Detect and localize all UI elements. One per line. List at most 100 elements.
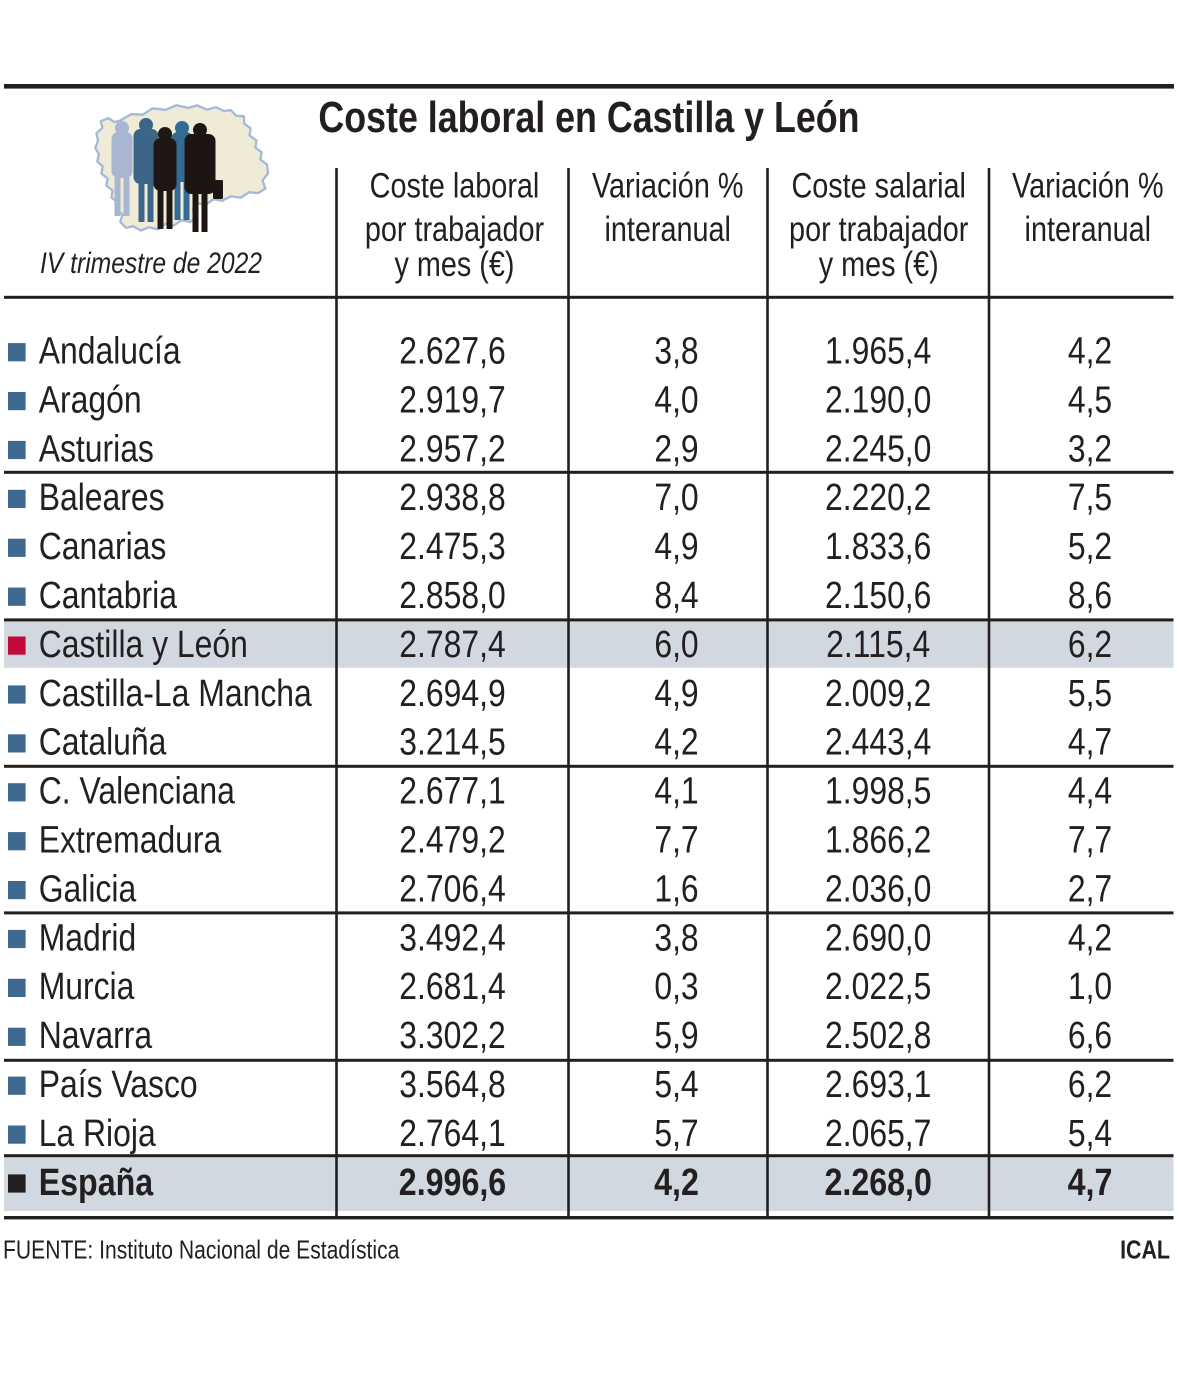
svg-text:Aragón: Aragón xyxy=(39,379,142,421)
svg-text:Coste laboral en Castilla y Le: Coste laboral en Castilla y León xyxy=(318,94,859,142)
svg-text:Variación %: Variación % xyxy=(592,167,744,206)
svg-text:4,9: 4,9 xyxy=(654,673,698,715)
svg-text:2.502,8: 2.502,8 xyxy=(825,1015,931,1057)
svg-text:2.009,2: 2.009,2 xyxy=(825,673,931,715)
svg-text:por trabajador: por trabajador xyxy=(789,210,968,249)
svg-text:3,8: 3,8 xyxy=(654,917,698,959)
svg-text:6,2: 6,2 xyxy=(1068,624,1112,666)
svg-text:Variación %: Variación % xyxy=(1012,167,1164,206)
svg-text:4,7: 4,7 xyxy=(1068,1162,1113,1204)
svg-text:2.220,2: 2.220,2 xyxy=(825,477,931,519)
svg-text:5,5: 5,5 xyxy=(1068,673,1112,715)
svg-text:4,2: 4,2 xyxy=(1068,917,1112,959)
svg-text:3.564,8: 3.564,8 xyxy=(399,1064,505,1106)
svg-text:2.694,9: 2.694,9 xyxy=(399,673,505,715)
svg-text:4,4: 4,4 xyxy=(1068,771,1112,813)
svg-text:2.036,0: 2.036,0 xyxy=(825,868,931,910)
svg-text:4,5: 4,5 xyxy=(1068,379,1112,421)
svg-text:2.475,3: 2.475,3 xyxy=(399,526,505,568)
svg-text:6,2: 6,2 xyxy=(1068,1064,1112,1106)
svg-text:5,4: 5,4 xyxy=(654,1064,698,1106)
svg-text:2.627,6: 2.627,6 xyxy=(399,331,505,373)
svg-text:ICAL: ICAL xyxy=(1120,1235,1170,1265)
svg-text:7,5: 7,5 xyxy=(1068,477,1112,519)
svg-text:y mes (€): y mes (€) xyxy=(395,245,515,284)
svg-text:5,7: 5,7 xyxy=(654,1113,698,1155)
svg-text:España: España xyxy=(39,1162,154,1204)
svg-text:7,7: 7,7 xyxy=(654,820,698,862)
svg-text:2.764,1: 2.764,1 xyxy=(399,1113,505,1155)
svg-text:1.998,5: 1.998,5 xyxy=(825,771,931,813)
svg-text:1.866,2: 1.866,2 xyxy=(825,820,931,862)
svg-text:4,2: 4,2 xyxy=(654,1162,699,1204)
svg-text:7,0: 7,0 xyxy=(654,477,698,519)
svg-text:3,2: 3,2 xyxy=(1068,428,1112,470)
svg-text:5,4: 5,4 xyxy=(1068,1113,1112,1155)
svg-text:Galicia: Galicia xyxy=(39,868,137,910)
svg-text:2,9: 2,9 xyxy=(654,428,698,470)
svg-text:7,7: 7,7 xyxy=(1068,820,1112,862)
svg-text:4,7: 4,7 xyxy=(1068,722,1112,764)
svg-text:Cataluña: Cataluña xyxy=(39,722,168,764)
svg-text:6,0: 6,0 xyxy=(654,624,698,666)
svg-text:La Rioja: La Rioja xyxy=(39,1113,157,1155)
svg-text:Canarias: Canarias xyxy=(39,526,167,568)
svg-text:Coste salarial: Coste salarial xyxy=(791,167,966,206)
svg-text:Extremadura: Extremadura xyxy=(39,820,222,862)
svg-text:4,1: 4,1 xyxy=(654,771,698,813)
svg-text:2.677,1: 2.677,1 xyxy=(399,771,505,813)
svg-text:Cantabria: Cantabria xyxy=(39,575,178,617)
svg-text:2.681,4: 2.681,4 xyxy=(399,966,505,1008)
svg-text:2.443,4: 2.443,4 xyxy=(825,722,931,764)
svg-text:1.833,6: 1.833,6 xyxy=(825,526,931,568)
svg-text:2.938,8: 2.938,8 xyxy=(399,477,505,519)
svg-text:FUENTE: Instituto Nacional de: FUENTE: Instituto Nacional de Estadístic… xyxy=(3,1235,400,1265)
svg-text:y mes (€): y mes (€) xyxy=(819,245,939,284)
svg-text:0,3: 0,3 xyxy=(654,966,698,1008)
svg-text:3.214,5: 3.214,5 xyxy=(399,722,505,764)
svg-text:por trabajador: por trabajador xyxy=(365,210,544,249)
svg-text:2.693,1: 2.693,1 xyxy=(825,1064,931,1106)
svg-text:2.479,2: 2.479,2 xyxy=(399,820,505,862)
svg-text:2.957,2: 2.957,2 xyxy=(399,428,505,470)
svg-text:interanual: interanual xyxy=(604,210,731,249)
svg-text:4,9: 4,9 xyxy=(654,526,698,568)
svg-text:interanual: interanual xyxy=(1025,210,1152,249)
svg-text:3.302,2: 3.302,2 xyxy=(399,1015,505,1057)
svg-text:Navarra: Navarra xyxy=(39,1015,153,1057)
svg-text:2.190,0: 2.190,0 xyxy=(825,379,931,421)
svg-text:Madrid: Madrid xyxy=(39,917,137,959)
svg-text:1,6: 1,6 xyxy=(654,868,698,910)
svg-text:2.787,4: 2.787,4 xyxy=(399,624,505,666)
svg-text:2.115,4: 2.115,4 xyxy=(826,624,930,666)
svg-text:2.245,0: 2.245,0 xyxy=(825,428,931,470)
svg-text:2.919,7: 2.919,7 xyxy=(399,379,505,421)
svg-text:2.858,0: 2.858,0 xyxy=(399,575,505,617)
svg-text:2.268,0: 2.268,0 xyxy=(825,1162,932,1204)
svg-text:3.492,4: 3.492,4 xyxy=(399,917,505,959)
svg-text:Asturias: Asturias xyxy=(39,428,154,470)
svg-text:5,2: 5,2 xyxy=(1068,526,1112,568)
svg-text:2.065,7: 2.065,7 xyxy=(825,1113,931,1155)
svg-text:2.706,4: 2.706,4 xyxy=(399,868,505,910)
svg-text:1,0: 1,0 xyxy=(1068,966,1112,1008)
svg-text:4,2: 4,2 xyxy=(1068,331,1112,373)
svg-text:2,7: 2,7 xyxy=(1068,868,1112,910)
svg-text:8,6: 8,6 xyxy=(1068,575,1112,617)
svg-text:2.690,0: 2.690,0 xyxy=(825,917,931,959)
svg-text:1.965,4: 1.965,4 xyxy=(825,331,931,373)
svg-text:5,9: 5,9 xyxy=(654,1015,698,1057)
svg-text:Castilla-La Mancha: Castilla-La Mancha xyxy=(39,673,313,715)
svg-text:Castilla y León: Castilla y León xyxy=(39,624,248,666)
svg-text:Murcia: Murcia xyxy=(39,966,136,1008)
svg-text:4,0: 4,0 xyxy=(654,379,698,421)
svg-text:2.996,6: 2.996,6 xyxy=(399,1162,506,1204)
svg-text:2.150,6: 2.150,6 xyxy=(825,575,931,617)
svg-text:Andalucía: Andalucía xyxy=(39,331,182,373)
svg-text:C. Valenciana: C. Valenciana xyxy=(39,771,236,813)
svg-text:Baleares: Baleares xyxy=(39,477,165,519)
svg-text:2.022,5: 2.022,5 xyxy=(825,966,931,1008)
svg-text:IV trimestre de 2022: IV trimestre de 2022 xyxy=(40,247,262,280)
svg-text:6,6: 6,6 xyxy=(1068,1015,1112,1057)
svg-text:País Vasco: País Vasco xyxy=(39,1064,198,1106)
